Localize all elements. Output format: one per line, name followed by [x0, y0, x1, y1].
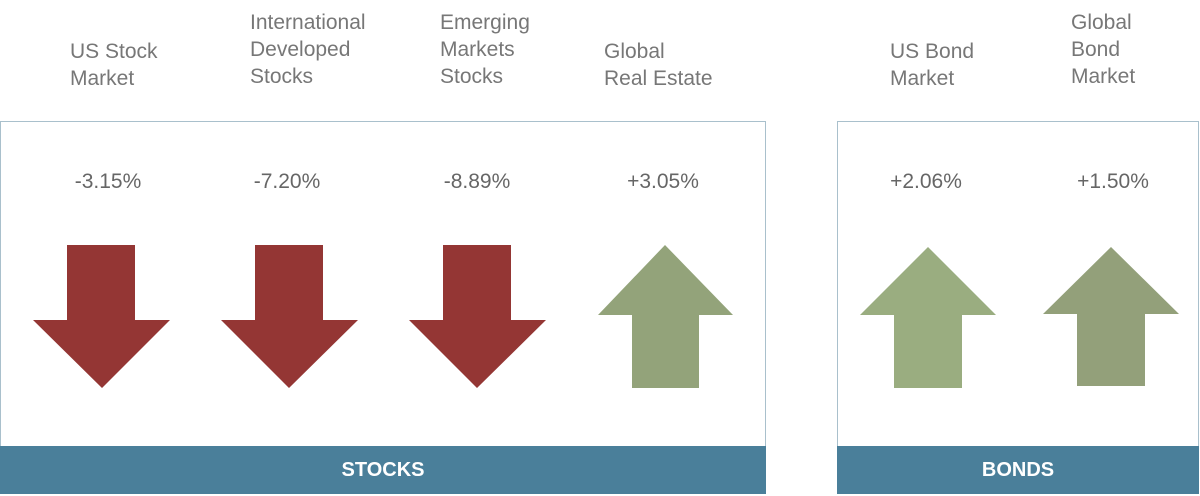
asset-label: International Developed Stocks [250, 9, 366, 90]
return-value: +3.05% [627, 170, 699, 193]
label-line: Bond [1071, 38, 1121, 61]
label-line: Market [1071, 65, 1136, 88]
label-line: Global [1071, 11, 1132, 34]
label-line: Real Estate [604, 67, 713, 90]
label-line: Stocks [250, 65, 314, 88]
label-line: International [250, 11, 366, 34]
asset-label: Global Bond Market [1071, 9, 1135, 90]
group-label: BONDS [837, 446, 1199, 494]
down-arrow [409, 245, 546, 388]
label-line: Developed [250, 38, 351, 61]
up-arrow [860, 247, 996, 388]
group-label: STOCKS [0, 446, 766, 494]
return-value: -7.20% [253, 170, 321, 193]
label-line: Markets [440, 38, 515, 61]
return-value: -8.89% [443, 170, 511, 193]
asset-label: Global Real Estate [604, 38, 713, 92]
label-line: US Stock [70, 40, 158, 63]
return-value: -3.15% [74, 170, 142, 193]
up-arrow [598, 245, 733, 388]
label-line: Stocks [440, 65, 504, 88]
return-value: +1.50% [1077, 170, 1149, 193]
down-arrow [33, 245, 170, 388]
return-value: +2.06% [890, 170, 962, 193]
up-arrow [1043, 247, 1179, 386]
label-line: Global [604, 40, 665, 63]
label-line: Emerging [440, 11, 530, 34]
asset-label: US Bond Market [890, 38, 974, 92]
label-line: Market [70, 67, 135, 90]
asset-label: US Stock Market [70, 38, 158, 92]
label-line: US Bond [890, 40, 975, 63]
label-line: Market [890, 67, 955, 90]
down-arrow [221, 245, 358, 388]
asset-label: Emerging Markets Stocks [440, 9, 530, 90]
